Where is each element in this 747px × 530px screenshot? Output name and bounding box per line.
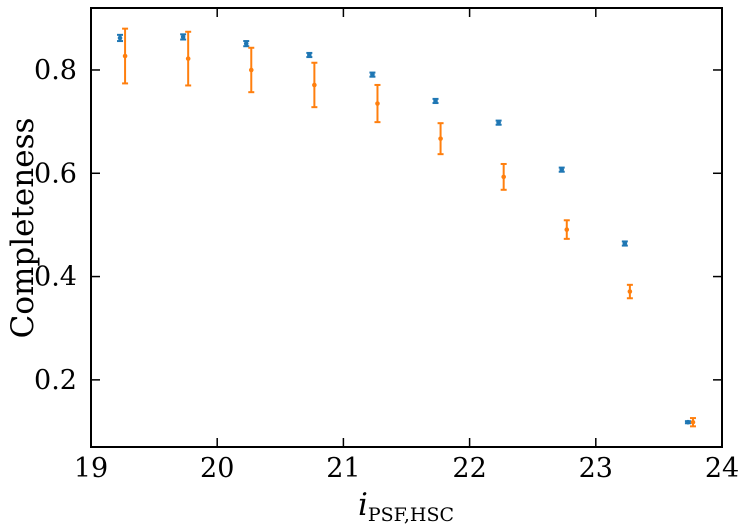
data-point [622, 241, 628, 246]
y-tick-label: 0.2 [34, 365, 77, 396]
data-point [564, 227, 570, 232]
data-point [496, 120, 501, 125]
data-point [627, 289, 633, 294]
series-1 [117, 33, 691, 425]
data-point [433, 98, 438, 104]
data-point [312, 82, 317, 88]
x-tick-label: 20 [200, 453, 234, 484]
data-point [117, 35, 123, 41]
data-point [685, 419, 691, 425]
data-point [559, 167, 565, 172]
data-point [185, 56, 191, 61]
y-tick-label: 0.4 [34, 262, 77, 293]
data-marks [117, 27, 696, 428]
axis-ticks: 19 20 21 22 23 24 0.2 0.4 0.6 0.8 [34, 8, 739, 484]
x-tick-label: 21 [326, 453, 360, 484]
series-2 [122, 27, 696, 428]
y-tick-label: 0.8 [34, 55, 77, 86]
data-point [122, 53, 128, 59]
data-point [501, 174, 506, 180]
data-point [307, 52, 312, 58]
data-point [375, 101, 380, 106]
data-point [243, 41, 249, 46]
data-point [370, 72, 375, 77]
y-tick-label: 0.6 [34, 158, 77, 189]
x-tick-label: 23 [579, 453, 613, 484]
x-tick-label: 24 [705, 453, 739, 484]
data-point [248, 67, 254, 73]
x-tick-label: 22 [452, 453, 486, 484]
x-axis-title-main: i [358, 487, 368, 523]
data-point [438, 136, 443, 141]
x-axis-title: iPSF,HSC [358, 487, 454, 526]
plot-frame [90, 7, 723, 448]
data-point [180, 34, 186, 40]
y-axis-title: Completeness [5, 118, 41, 339]
x-tick-label: 19 [74, 453, 108, 484]
data-point [690, 419, 696, 425]
x-axis-title-sub: PSF,HSC [368, 504, 454, 526]
